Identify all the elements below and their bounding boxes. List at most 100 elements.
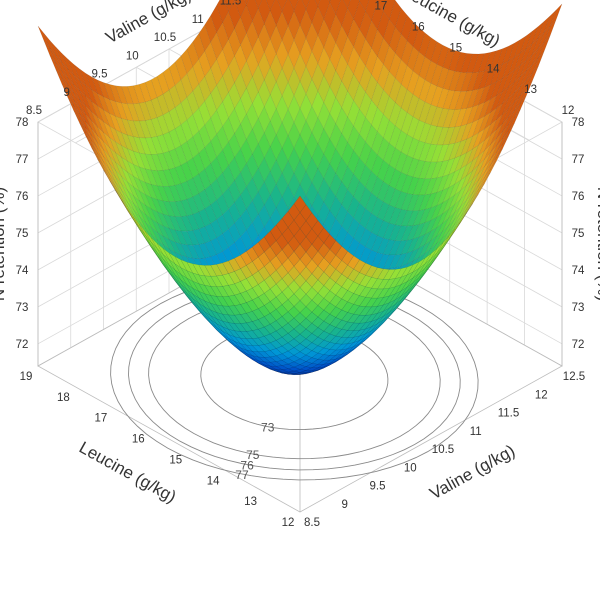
tick-z-left-3: 75 [16,228,29,240]
surface-cell [406,261,420,276]
surface-cell [442,143,456,162]
surface-cell [466,144,479,166]
surface-cell [150,136,164,155]
surface-cell [269,224,283,241]
surface-cell [276,172,289,198]
surface-cell [508,86,521,109]
tick-valine-top-1: 9 [64,87,70,99]
tick-valine-bottom-7: 12 [535,389,548,401]
surface-cell [371,217,384,236]
surface-cell [299,37,313,68]
surface-cell [353,133,366,159]
surface-cell [305,367,318,371]
tick-valine-bottom-5: 11 [470,426,482,438]
surface-cell [180,181,194,200]
surface-cell [138,120,152,139]
tick-z-left-1: 73 [16,302,29,314]
surface-cell [406,70,420,95]
tick-leucine-top-4: 16 [412,22,425,34]
surface-cell [341,277,354,291]
tick-leucine-bottom-7: 19 [20,371,33,383]
surface-cell [478,112,491,134]
surface-cell [430,85,444,108]
surface-cell [418,253,432,269]
surface-cell [371,235,384,253]
surface-cell [270,159,283,185]
surface-cell [335,0,348,27]
surface-cell [174,274,188,290]
surface-cell [383,269,396,280]
surface-cell [168,239,182,256]
surface-cell [353,314,366,324]
surface-cell [115,190,128,211]
surface-cell [371,310,384,322]
surface-cell [508,109,521,132]
surface-cell [287,67,301,97]
tick-valine-bottom-3: 10 [404,462,417,474]
surface-cell [97,126,110,148]
surface-cell [299,370,312,373]
surface-cell [305,78,319,107]
surface-cell [287,121,301,149]
surface-cell [478,84,491,106]
surface-cell [323,234,336,250]
surface-cell [466,165,479,186]
tick-leucine-bottom-1: 13 [244,496,257,508]
surface-cell [144,204,158,224]
surface-cell [293,108,307,136]
surface-cell [353,259,366,273]
surface-cell [508,76,521,99]
surface-cell [328,0,331,3]
surface-cell [246,76,259,104]
surface-cell [376,302,390,314]
surface-cell [133,218,146,238]
surface-cell [246,153,259,179]
surface-cell [543,19,557,43]
surface-cell [162,213,176,231]
surface-cell [353,108,366,135]
surface-cell [383,45,396,73]
surface-cell [490,78,503,100]
surface-cell [394,266,408,279]
surface-cell [168,252,182,269]
surface-cell [180,259,194,274]
surface-cell [335,298,348,311]
surface-cell [305,157,319,183]
surface-cell [377,268,390,280]
surface-cell [186,66,199,92]
surface-cell [353,295,366,307]
surface-cell [156,243,170,260]
surface-cell [347,217,360,239]
surface-cell [496,98,509,120]
surface-cell [418,79,432,103]
surface-cell [341,251,354,266]
surface-cell [210,178,223,201]
surface-cell [377,181,390,203]
surface-cell [55,55,68,79]
surface-cell [228,314,241,324]
surface-cell [245,349,259,358]
surface-cell [85,135,98,158]
surface-cell [335,319,348,330]
surface-cell [67,58,80,81]
surface-cell [281,54,295,83]
surface-cell [299,66,313,95]
surface-cell [287,347,301,356]
surface-cell [508,64,521,88]
tick-z-right-5: 77 [572,154,585,166]
surface-cell [329,343,343,351]
surface-cell [418,265,432,282]
surface-cell [365,287,378,299]
surface-cell [317,201,330,225]
surface-cell [222,273,235,286]
tick-leucine-bottom-4: 16 [132,434,145,446]
surface-cell [317,330,331,341]
surface-cell [85,127,98,150]
surface-cell [359,306,372,316]
surface-cell [329,356,342,364]
surface-cell [347,340,360,349]
tick-z-right-3: 75 [572,228,585,240]
surface-cell [377,237,390,255]
surface-cell [317,75,330,104]
